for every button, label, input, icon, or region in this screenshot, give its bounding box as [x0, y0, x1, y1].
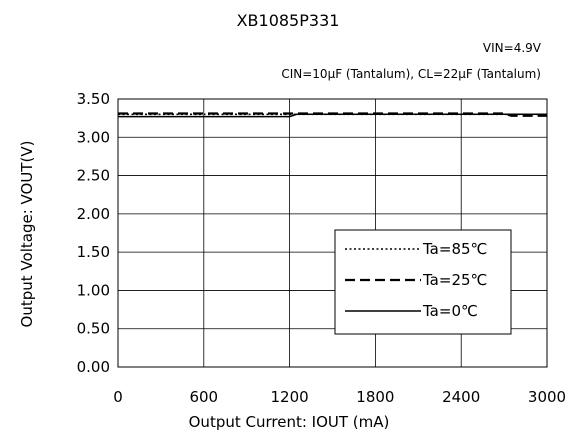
chart-title: XB1085P331	[237, 11, 340, 30]
series-line-dashed	[118, 112, 547, 117]
y-tick-label: 3.50	[77, 90, 110, 108]
y-axis-ticks: 0.00 0.50 1.00 1.50 2.00 2.50 3.00 3.50	[77, 90, 110, 376]
y-tick-label: 0.00	[77, 358, 110, 376]
y-tick-label: 1.50	[77, 243, 110, 261]
x-tick-label: 1800	[356, 388, 394, 406]
y-tick-label: 1.00	[77, 281, 110, 299]
y-tick-label: 2.00	[77, 205, 110, 223]
plot-frame	[117, 98, 548, 368]
y-axis-label: Output Voltage: VOUT(V)	[18, 141, 36, 328]
x-tick-label: 3000	[528, 388, 566, 406]
series-layer	[118, 112, 547, 118]
y-tick-label: 3.00	[77, 128, 110, 146]
legend-label: Ta=25℃	[422, 271, 487, 289]
x-tick-label: 600	[189, 388, 218, 406]
legend-label: Ta=0℃	[422, 302, 478, 320]
y-tick-label: 0.50	[77, 320, 110, 338]
x-tick-label: 0	[113, 388, 123, 406]
x-tick-label: 1200	[271, 388, 309, 406]
x-axis-ticks: 0 600 1200 1800 2400 3000	[113, 388, 566, 406]
chart-condition-vin: VIN=4.9V	[483, 41, 542, 55]
x-axis-label: Output Current: IOUT (mA)	[189, 413, 390, 431]
y-tick-label: 2.50	[77, 167, 110, 185]
series-line-solid	[118, 113, 547, 118]
legend-box	[334, 229, 512, 335]
legend: Ta=85℃ Ta=25℃ Ta=0℃	[334, 229, 512, 335]
x-tick-label: 2400	[442, 388, 480, 406]
chart-condition-capacitors: CIN=10μF (Tantalum), CL=22μF (Tantalum)	[281, 67, 541, 81]
legend-label: Ta=85℃	[422, 240, 487, 258]
